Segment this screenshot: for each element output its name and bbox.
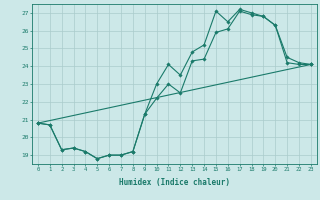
X-axis label: Humidex (Indice chaleur): Humidex (Indice chaleur): [119, 178, 230, 187]
